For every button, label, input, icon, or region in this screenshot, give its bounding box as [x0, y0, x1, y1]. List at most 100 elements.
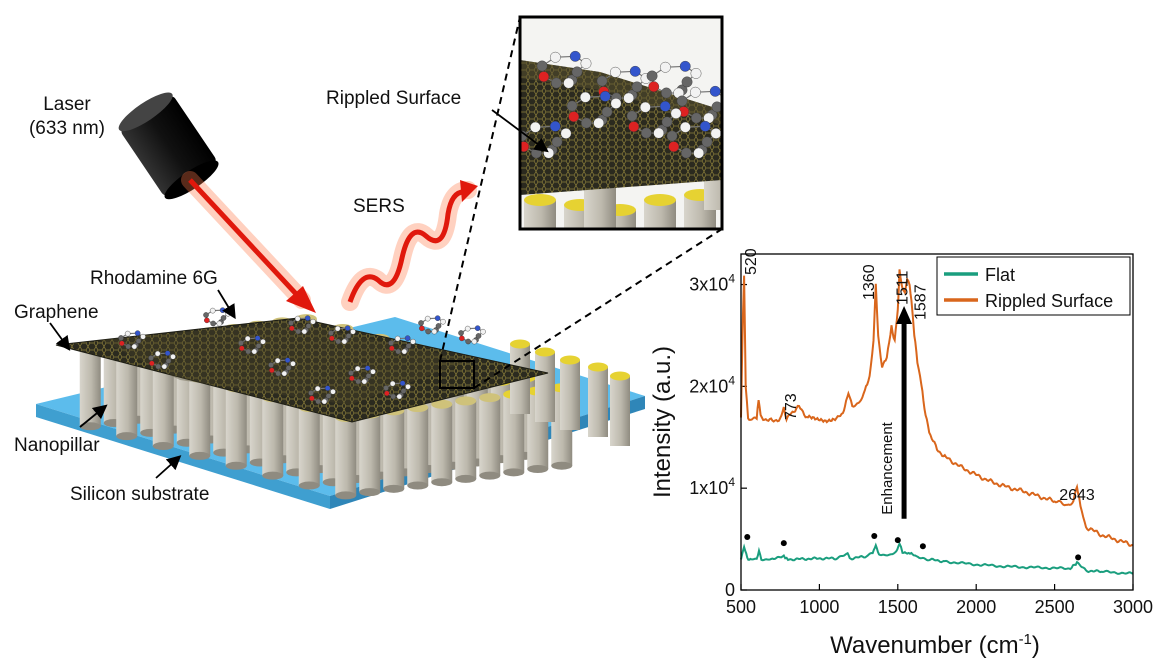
sers-label: SERS	[353, 196, 405, 217]
laser-beam	[188, 178, 300, 298]
rhodamine-molecule	[383, 380, 411, 400]
rhodamine-molecule	[626, 100, 682, 139]
zoom-line-bottom	[473, 228, 723, 389]
nanopillar	[588, 362, 608, 437]
peak-label: 1360	[861, 264, 878, 300]
laser-wavelength-label: (633 nm)	[29, 118, 105, 139]
y-tick-label: 1x104	[689, 475, 735, 498]
peak-label: 1511	[895, 270, 912, 305]
rhodamine-molecules	[118, 307, 486, 405]
nanopillar	[535, 347, 555, 422]
rhodamine-label: Rhodamine 6G	[90, 268, 218, 289]
nanopillar	[298, 403, 320, 490]
nanopillar	[225, 383, 247, 470]
peak-label: 1587	[912, 284, 929, 320]
rhodamine-molecule	[536, 50, 592, 89]
x-axis-label-sup: -1	[1019, 631, 1032, 648]
peak-marker	[871, 533, 878, 540]
rhodamine-molecule	[348, 365, 376, 385]
peak-label: 2643	[1059, 487, 1095, 504]
nanopillar	[455, 396, 477, 483]
nanopillar	[431, 399, 453, 487]
peak-marker	[744, 534, 751, 541]
x-axis-label-end: )	[1032, 632, 1040, 659]
x-tick-label: 500	[726, 597, 756, 617]
rippled-surface-label: Rippled Surface	[326, 88, 461, 109]
sers-wave-arrowhead	[460, 180, 478, 202]
nanopillar	[383, 406, 405, 493]
x-axis-label-main: Wavenumber (cm	[830, 632, 1018, 659]
y-axis-label: Intensity (a.u.)	[649, 346, 676, 498]
y-tick-label: 3x104	[689, 272, 735, 295]
x-tick-label: 1500	[878, 597, 918, 617]
silicon-substrate-front-left	[36, 404, 330, 509]
y-tick-label: 0	[725, 580, 735, 600]
legend: Flat Rippled Surface	[936, 256, 1131, 316]
rhodamine-molecule	[328, 325, 356, 345]
graphene-label: Graphene	[14, 302, 99, 323]
peak-label: 773	[783, 393, 800, 420]
rhodamine-molecule	[308, 385, 336, 405]
zoom-inset	[518, 15, 724, 231]
x-axis-label: Wavenumber (cm-1)	[830, 631, 1040, 659]
legend-entry-flat: Flat	[985, 265, 1015, 285]
nanopillar-arrow	[79, 404, 108, 428]
legend-entry-rippled: Rippled Surface	[985, 291, 1113, 311]
laser-beam-arrowhead	[286, 286, 316, 313]
rhodamine-molecule	[288, 315, 316, 335]
nanopillar	[116, 353, 138, 441]
nanopillar	[610, 371, 630, 446]
nanopillar	[359, 409, 381, 497]
rhodamine-molecule	[148, 350, 176, 370]
graphene-sheet-ripple	[100, 322, 470, 405]
zoom-region-marker	[439, 360, 475, 389]
nanopillar	[189, 373, 211, 460]
zoom-line-top	[439, 16, 521, 362]
device-illustration: Laser (633 nm) SERS Rippled Surface Rhod…	[14, 15, 724, 509]
rhodamine-molecule	[418, 315, 446, 335]
sers-wave	[347, 189, 467, 303]
graphene-arrow	[49, 322, 71, 351]
series-line-rippled	[740, 269, 1134, 547]
rhodamine-molecule	[566, 90, 622, 129]
laser-label: Laser	[43, 94, 91, 115]
plot-frame	[740, 253, 1134, 591]
x-tick-label: 2000	[956, 597, 996, 617]
substrate-arrow	[155, 455, 182, 479]
rhodamine-molecule	[238, 335, 266, 355]
rippled-surface-arrow	[491, 109, 549, 153]
peak-marker	[919, 543, 926, 550]
nanopillar	[79, 343, 101, 431]
rhodamine-molecule	[203, 307, 231, 327]
enhancement-arrowhead	[896, 306, 913, 324]
x-tick-label: 2500	[1035, 597, 1075, 617]
silicon-substrate-label: Silicon substrate	[70, 484, 209, 505]
rhodamine-molecule	[388, 335, 416, 355]
rhodamine-molecule	[666, 120, 722, 159]
nanopillar	[560, 355, 580, 430]
nanopillar	[479, 393, 501, 480]
nanopillar	[335, 412, 357, 500]
peak-marker	[1075, 554, 1082, 561]
peak-marker	[780, 540, 787, 547]
nanopillar	[407, 403, 429, 490]
rhodamine-arrow	[217, 289, 236, 320]
x-tick-label: 1000	[799, 597, 839, 617]
peak-marker	[894, 537, 901, 544]
enhancement-label: Enhancement	[879, 421, 896, 514]
series-line-flat	[740, 541, 1134, 575]
y-tick-label: 2x104	[689, 373, 735, 396]
x-tick-label: 3000	[1113, 597, 1153, 617]
rhodamine-molecule	[118, 330, 146, 350]
legend-box	[936, 256, 1131, 316]
nanopillar	[262, 393, 284, 480]
graphene-sheet	[55, 317, 549, 423]
rhodamine-molecule	[458, 325, 486, 345]
rhodamine-molecule	[676, 85, 722, 124]
nanopillar	[152, 363, 174, 451]
raman-spectrum-chart: 500 1000 1500 2000 2500 3000 0 1x104 2x104 3x104 5…	[649, 248, 1153, 659]
peak-label: 520	[743, 248, 760, 275]
nanopillar-label: Nanopillar	[14, 435, 100, 456]
rhodamine-molecule	[268, 357, 296, 377]
